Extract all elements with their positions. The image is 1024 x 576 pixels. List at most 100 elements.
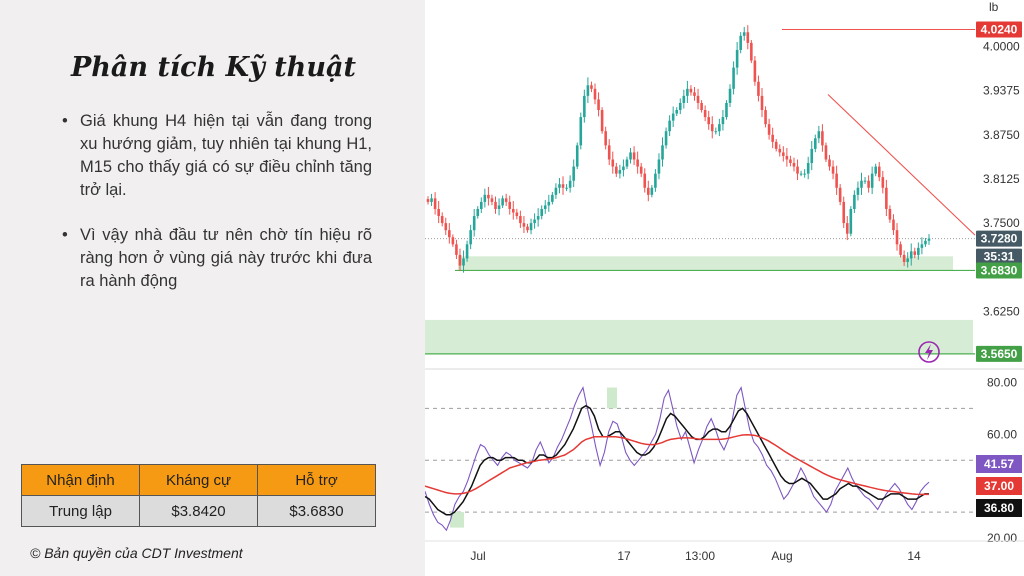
osc-tick-label: 80.00	[987, 375, 1017, 389]
candle-body	[455, 244, 458, 255]
candle-body	[725, 102, 728, 118]
time-tick-label: 14	[907, 549, 921, 563]
oscillator-pane: 80.00 60.00 20.00 41.57 37.00 36.80	[425, 375, 1022, 545]
candle-body	[799, 173, 803, 175]
candle-body	[451, 237, 455, 245]
oscillator-series-3	[425, 434, 929, 496]
header-resistance: Kháng cự	[139, 464, 258, 496]
candle-body	[615, 166, 618, 174]
chart-svg: 4.0000 3.9375 3.8750 3.8125 3.7500 3.6250 lb 4.…	[425, 0, 1024, 563]
candle-body	[433, 198, 437, 209]
candle-body	[831, 166, 835, 174]
candle-body	[806, 163, 810, 174]
candle-body	[593, 88, 597, 100]
candle-body	[661, 145, 664, 160]
candle-body	[771, 134, 774, 142]
candle-body	[586, 85, 590, 96]
candle-body	[821, 131, 824, 146]
support-price-badge: 3.6830	[976, 262, 1022, 279]
candle-body	[469, 230, 472, 245]
candle-body	[746, 32, 750, 43]
candle-body	[565, 187, 568, 189]
candle-body	[487, 194, 490, 199]
time-axis: Jul 17 13:00 Aug 14	[425, 540, 1024, 563]
candle-body	[782, 152, 785, 156]
candle-body	[764, 110, 767, 125]
candle-body	[590, 85, 593, 89]
countdown-badge: 35:31	[976, 248, 1022, 265]
candle-body	[913, 251, 917, 255]
time-tick-label: Jul	[470, 549, 485, 563]
candle-body	[558, 184, 561, 188]
candle-body	[561, 184, 565, 188]
osc-value-badge-bg	[976, 499, 1022, 517]
candle-body	[618, 170, 622, 174]
candle-body	[838, 187, 842, 202]
candle-body	[682, 95, 686, 103]
candle-body	[533, 219, 536, 224]
candle-body	[707, 117, 711, 125]
bullet-item: Giá khung H4 hiện tại vẫn đang trong xu …	[60, 110, 372, 202]
candle-body	[462, 258, 465, 266]
candle-body	[845, 223, 849, 234]
candle-body	[760, 95, 764, 111]
candle-body	[600, 110, 604, 132]
candle-body	[902, 254, 906, 262]
candle-body	[842, 201, 846, 224]
osc-tick-label: 60.00	[987, 427, 1017, 441]
candle-body	[611, 159, 615, 167]
osc-value-badge-bg	[976, 455, 1022, 473]
osc-value-badge-text: 36.80	[984, 501, 1014, 515]
candle-body	[803, 173, 806, 175]
support2-price-badge: 3.5650	[976, 345, 1022, 362]
current-price-badge-bg	[976, 230, 1022, 247]
osc-value-badge: 41.57	[976, 455, 1022, 473]
candle-body	[636, 159, 639, 167]
trendline	[827, 94, 976, 236]
candle-body	[437, 208, 440, 217]
candle-body	[526, 226, 529, 231]
candle-body	[547, 201, 551, 206]
chart-area: 4.0000 3.9375 3.8750 3.8125 3.7500 3.6250 lb 4.…	[425, 0, 1024, 576]
candle-body	[597, 99, 600, 111]
candle-body	[629, 152, 632, 160]
time-tick-label: 13:00	[685, 549, 715, 563]
candle-body	[924, 240, 927, 245]
candle-body	[583, 95, 586, 118]
candle-body	[877, 166, 881, 178]
candle-body	[696, 95, 700, 103]
candle-body	[465, 244, 469, 259]
high-price-badge-text: 4.0240	[981, 22, 1018, 36]
candle-body	[519, 216, 522, 224]
support-price-badge-bg	[976, 262, 1022, 279]
candle-body	[511, 208, 515, 213]
candle-body	[870, 173, 874, 188]
candle-body	[860, 180, 863, 188]
candle-body	[920, 244, 924, 248]
candle-body	[458, 254, 462, 266]
price-tick-label: 3.8750	[983, 128, 1020, 142]
osc-tick-label: 20.00	[987, 531, 1017, 545]
candle-body	[504, 198, 508, 202]
candle-body	[543, 205, 547, 209]
candle-body	[678, 102, 682, 111]
candle-body	[753, 60, 757, 82]
candle-body	[813, 138, 817, 149]
candle-body	[856, 187, 860, 195]
candle-body	[572, 166, 575, 181]
candle-body	[895, 230, 899, 245]
candle-body	[735, 49, 739, 68]
candle-body	[828, 159, 831, 167]
candle-body	[700, 102, 703, 111]
candle-body	[515, 212, 519, 217]
candle-body	[494, 201, 497, 209]
lightning-icon[interactable]	[918, 341, 940, 363]
candle-body	[774, 141, 778, 149]
candle-body	[440, 216, 444, 224]
osc-value-badge-bg	[976, 477, 1022, 495]
candle-body	[810, 148, 814, 164]
candle-body	[686, 88, 689, 96]
candle-body	[490, 198, 494, 202]
candle-body	[888, 208, 892, 220]
countdown-badge-text: 35:31	[984, 250, 1015, 264]
